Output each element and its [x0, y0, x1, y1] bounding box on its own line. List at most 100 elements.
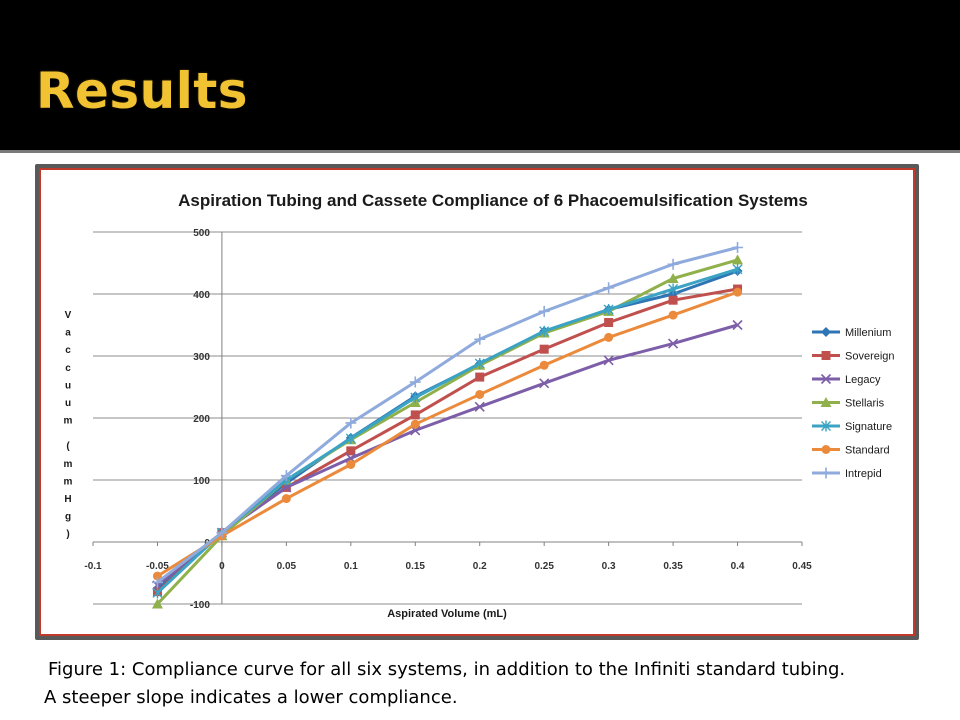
data-point-marker: [345, 417, 357, 429]
series-line: [156, 287, 738, 593]
y-axis-title-char: u: [65, 398, 71, 409]
data-point-marker: [281, 494, 291, 504]
data-point-marker: [409, 376, 421, 388]
data-point-marker: [604, 318, 614, 328]
data-point-marker: [410, 419, 420, 429]
data-point-marker: [821, 445, 831, 454]
data-point-marker: [152, 571, 162, 581]
data-point-marker: [539, 378, 550, 389]
legend-label: Signature: [845, 421, 892, 433]
data-point-marker: [668, 283, 679, 295]
x-tick-label: 0.35: [663, 561, 683, 572]
data-point-marker: [820, 397, 832, 407]
y-axis-title-char: H: [64, 494, 71, 505]
legend-label: Legacy: [845, 374, 881, 386]
data-point-marker: [668, 338, 679, 349]
y-axis-title-char: m: [64, 476, 73, 487]
data-point-marker: [216, 527, 228, 539]
y-axis-title-char: a: [65, 328, 71, 339]
x-tick-label: 0: [219, 561, 225, 572]
data-point-marker: [539, 344, 549, 354]
y-axis-title-char: m: [64, 459, 73, 470]
data-point-marker: [732, 263, 743, 275]
data-point-marker: [474, 333, 486, 345]
y-tick-label: 200: [193, 414, 210, 425]
data-point-marker: [151, 598, 163, 609]
series-line: [156, 246, 738, 584]
data-point-marker: [668, 310, 678, 320]
y-tick-label: -100: [190, 600, 210, 611]
legend-label: Standard: [845, 445, 890, 457]
data-point-marker: [733, 287, 743, 297]
y-axis-title-char: c: [65, 345, 71, 356]
data-point-marker: [475, 372, 485, 382]
data-point-marker: [539, 325, 550, 337]
legend-label: Sovereign: [845, 351, 895, 363]
data-point-marker: [604, 332, 614, 342]
data-point-marker: [346, 460, 356, 469]
series-line: [156, 290, 739, 578]
y-tick-label: 300: [193, 352, 210, 363]
series-line: [156, 323, 738, 587]
data-point-marker: [732, 254, 744, 265]
data-point-marker: [603, 304, 614, 315]
title-divider: [0, 150, 960, 153]
data-point-marker: [474, 401, 485, 412]
data-point-marker: [410, 410, 420, 420]
x-tick-label: 0.2: [473, 561, 487, 572]
data-point-marker: [346, 446, 356, 456]
data-point-marker: [280, 470, 292, 482]
data-point-marker: [152, 587, 163, 599]
data-point-marker: [668, 295, 678, 305]
data-point-marker: [821, 420, 831, 432]
title-band: Results: [0, 0, 960, 150]
x-tick-label: 0.15: [406, 561, 426, 572]
x-tick-label: 0.25: [534, 561, 554, 572]
x-tick-label: 0.45: [792, 561, 812, 572]
data-point-marker: [345, 432, 356, 444]
data-point-marker: [820, 467, 832, 479]
y-tick-label: 100: [193, 476, 210, 487]
x-axis-title: Aspirated Volume (mL): [387, 608, 507, 620]
data-point-marker: [151, 576, 163, 588]
data-point-marker: [820, 373, 832, 385]
x-tick-label: 0.3: [602, 561, 616, 572]
y-axis-title-char: (: [66, 441, 70, 452]
x-tick-label: -0.05: [146, 561, 169, 572]
caption-line-2: A steeper slope indicates a lower compli…: [44, 687, 458, 708]
data-point-marker: [732, 319, 743, 331]
data-point-marker: [821, 327, 831, 337]
data-point-marker: [539, 360, 549, 370]
legend-label: Stellaris: [845, 398, 885, 410]
chart-title: Aspiration Tubing and Cassete Compliance…: [178, 191, 808, 210]
legend-label: Millenium: [845, 327, 891, 339]
data-point-marker: [410, 392, 421, 404]
data-point-marker: [538, 305, 550, 317]
y-axis-title-char: m: [64, 416, 73, 427]
data-point-marker: [821, 351, 831, 360]
x-tick-label: 0.1: [344, 561, 358, 572]
slide-title: Results: [36, 62, 249, 120]
series-line: [156, 267, 738, 594]
x-tick-label: 0.05: [277, 561, 297, 572]
y-axis-title-char: g: [65, 512, 71, 523]
y-axis-title-char: ): [66, 529, 69, 540]
data-point-marker: [474, 357, 485, 369]
x-tick-label: -0.1: [84, 561, 102, 572]
data-point-marker: [732, 242, 744, 253]
data-point-marker: [667, 273, 679, 283]
y-axis-title-char: c: [65, 363, 71, 374]
series-line: [156, 258, 738, 604]
data-point-marker: [475, 389, 485, 399]
data-point-marker: [603, 282, 615, 294]
figure-caption: Figure 1: Compliance curve for all six s…: [44, 656, 944, 712]
series-line: [156, 269, 739, 590]
y-tick-label: 500: [193, 228, 210, 239]
y-axis-title-char: V: [65, 310, 72, 321]
legend-label: Intrepid: [845, 468, 882, 480]
data-point-marker: [603, 355, 614, 366]
y-tick-label: 400: [193, 290, 210, 301]
data-point-marker: [667, 258, 679, 270]
caption-line-1: Figure 1: Compliance curve for all six s…: [48, 659, 846, 680]
